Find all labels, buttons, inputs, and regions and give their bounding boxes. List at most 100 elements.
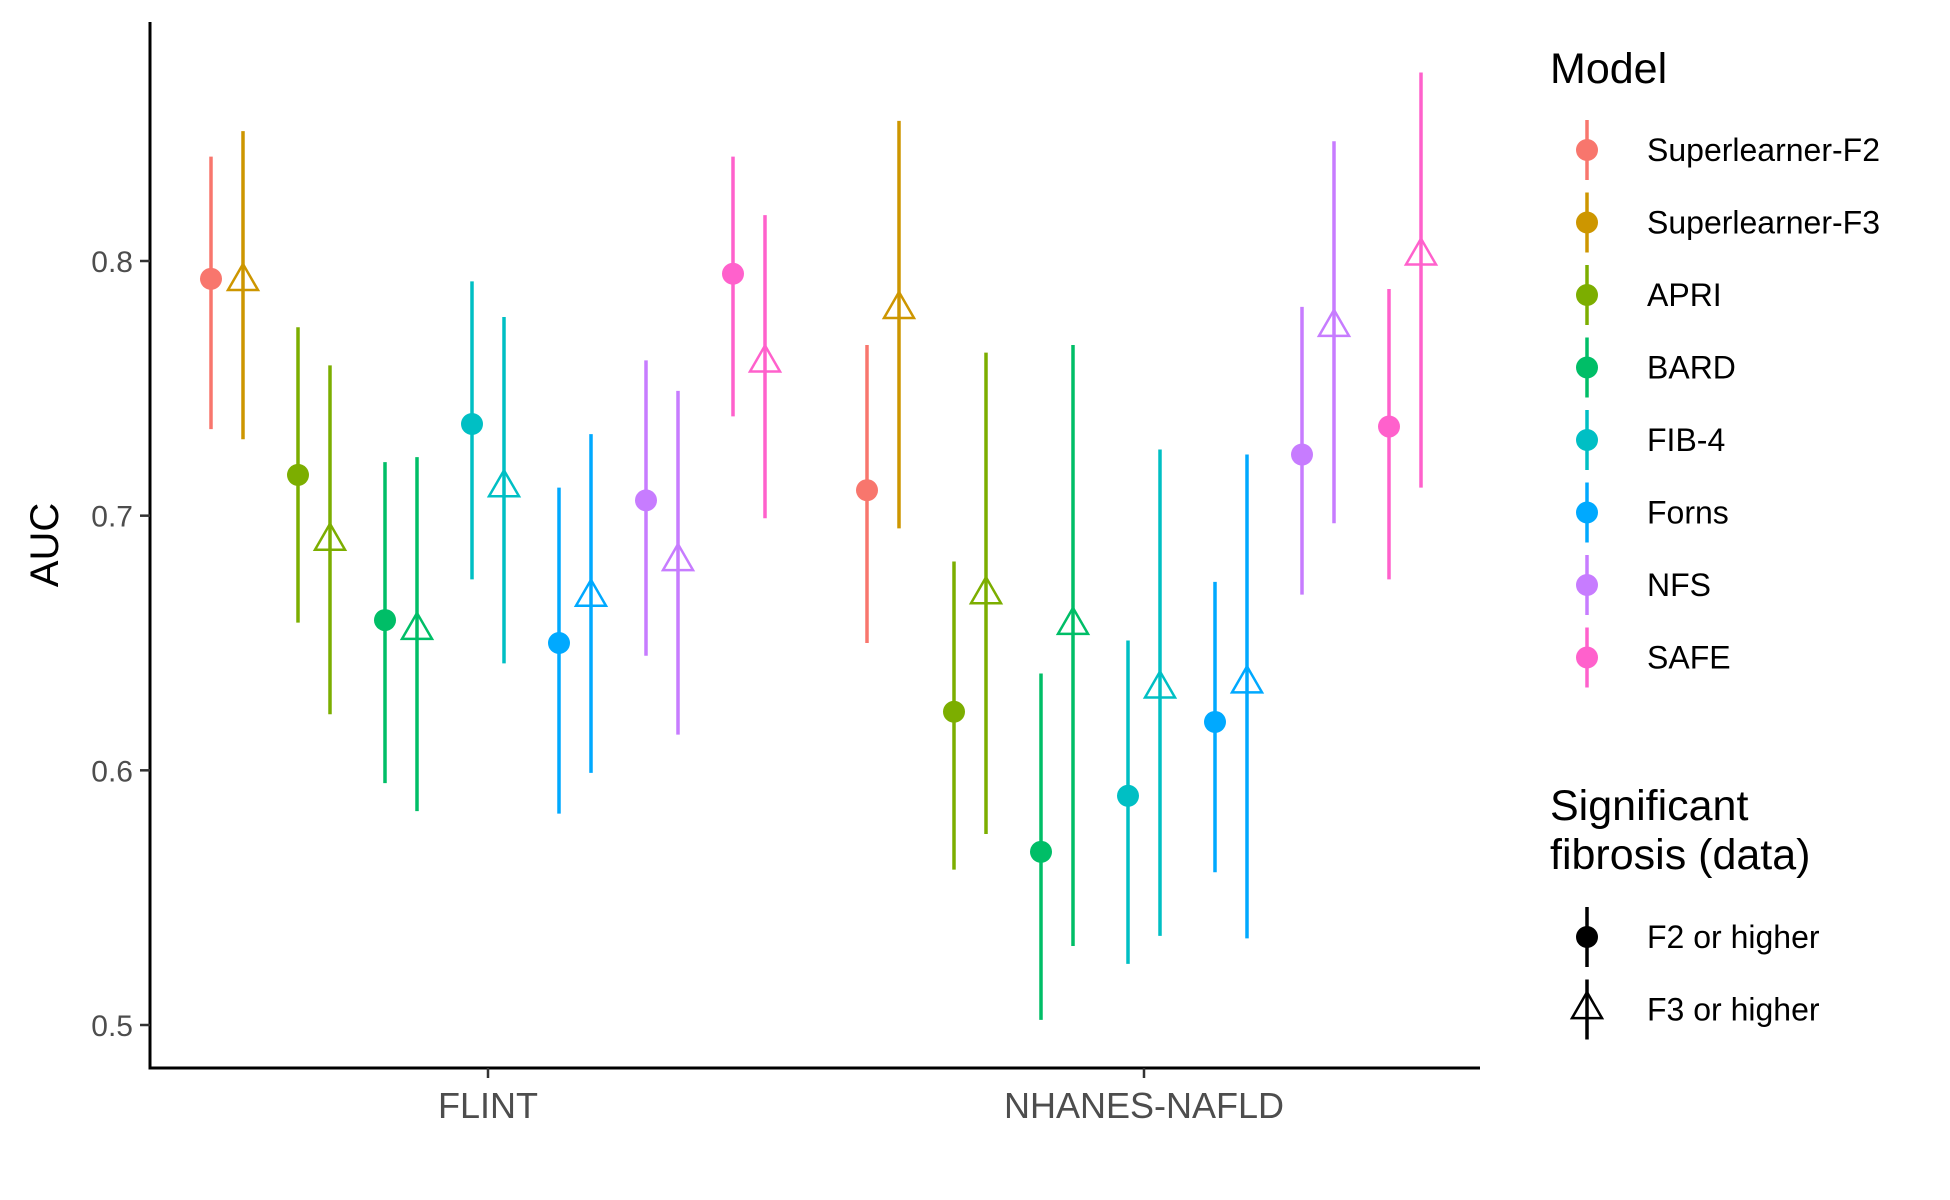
legend-label: Superlearner-F2 (1647, 132, 1880, 168)
legend-item-superlearner-f2: Superlearner-F2 (1576, 120, 1880, 180)
pointrange-superlearner-f3-f3-or-higher-flint (225, 131, 261, 440)
legend-key-point (1576, 646, 1598, 669)
legend-label: F3 or higher (1647, 992, 1820, 1028)
legend-label: Superlearner-F3 (1647, 205, 1880, 241)
legend-label: FIB-4 (1647, 422, 1725, 458)
pointrange-fib-4-f2-or-higher-flint (461, 281, 483, 580)
point-triangle (225, 261, 261, 292)
pointrange-superlearner-f2-f2-or-higher-nhanes-nafld (856, 345, 878, 643)
pointrange-forns-f3-or-higher-flint (573, 434, 609, 773)
pointrange-bard-f3-or-higher-nhanes-nafld (1055, 345, 1091, 947)
point-circle (548, 632, 570, 654)
point-circle (1030, 840, 1052, 863)
legend-model: Model Superlearner-F2 Superlearner-F3 APRI… (1550, 45, 1880, 688)
pointrange-nfs-f3-or-higher-flint (660, 390, 696, 735)
pointrange-bard-f2-or-higher-nhanes-nafld (1030, 673, 1052, 1020)
point-circle (635, 489, 657, 512)
y-tick-label: 0.5 (91, 1010, 133, 1043)
pointrange-safe-f3-or-higher-nhanes-nafld (1403, 72, 1439, 488)
y-axis-title: AUC (23, 503, 67, 587)
legend-item-superlearner-f3: Superlearner-F3 (1576, 192, 1880, 253)
pointrange-apri-f2-or-higher-nhanes-nafld (943, 561, 965, 870)
pointrange-apri-f2-or-higher-flint (287, 327, 309, 623)
point-circle (856, 479, 878, 502)
pointrange-fib-4-f3-or-higher-nhanes-nafld (1142, 449, 1178, 936)
point-triangle (1142, 669, 1178, 699)
legend-key-point (1576, 211, 1598, 234)
legend-significant-fibrosis: Significant fibrosis (data) F2 or higher… (1550, 782, 1820, 1040)
point-circle (1378, 415, 1400, 438)
point-circle (1291, 443, 1313, 466)
legend-item-bard: BARD (1576, 337, 1736, 398)
legend-key-triangle (1569, 989, 1605, 1020)
legend-key-point (1576, 139, 1598, 161)
axes: 0.5 0.6 0.7 0.8 FLINT NHANES-NAFLD AUC (23, 22, 1480, 1126)
legend-key-point (1576, 356, 1598, 379)
pointrange-nfs-f2-or-higher-nhanes-nafld (1291, 306, 1313, 595)
point-triangle (968, 574, 1004, 605)
pointrange-fib-4-f2-or-higher-nhanes-nafld (1117, 640, 1139, 964)
point-triangle (573, 577, 609, 608)
point-circle (722, 262, 744, 285)
point-circle (943, 700, 965, 723)
legend-key-circle (1576, 926, 1598, 948)
pointrange-apri-f3-or-higher-flint (312, 365, 348, 715)
pointrange-forns-f3-or-higher-nhanes-nafld (1229, 454, 1265, 939)
y-tick-label: 0.8 (91, 246, 133, 279)
y-tick-label: 0.6 (91, 755, 133, 788)
pointrange-fib-4-f3-or-higher-flint (486, 317, 522, 664)
x-tick-label-nhanes-nafld: NHANES-NAFLD (1004, 1085, 1284, 1126)
legend-label: BARD (1647, 350, 1736, 386)
pointrange-safe-f2-or-higher-nhanes-nafld (1378, 289, 1400, 580)
legend-label: Forns (1647, 495, 1729, 531)
point-triangle (1229, 663, 1265, 694)
point-triangle (1316, 307, 1352, 338)
pointrange-safe-f2-or-higher-flint (722, 156, 744, 417)
legend-label: F2 or higher (1647, 919, 1820, 955)
legend-item-apri: APRI (1576, 265, 1722, 325)
point-triangle (660, 541, 696, 572)
legend-model-title: Model (1550, 45, 1667, 93)
data-marks (200, 72, 1439, 1020)
point-circle (287, 463, 309, 486)
legend-item-forns: Forns (1576, 482, 1729, 543)
legend-item-nfs: NFS (1576, 555, 1711, 615)
point-circle (1204, 710, 1226, 733)
legend-key-point (1576, 284, 1598, 306)
pointrange-forns-f2-or-higher-nhanes-nafld (1204, 581, 1226, 873)
legend-item-f3-or-higher: F3 or higher (1569, 979, 1820, 1040)
legend-item-fib-4: FIB-4 (1576, 410, 1725, 470)
pointrange-nfs-f2-or-higher-flint (635, 360, 657, 656)
point-triangle (747, 343, 783, 373)
legend-key-point (1576, 574, 1598, 596)
legend-label: APRI (1647, 277, 1722, 313)
legend-fibrosis-title-line-2: fibrosis (data) (1550, 831, 1810, 879)
point-triangle (881, 289, 917, 320)
pointrange-apri-f3-or-higher-nhanes-nafld (968, 352, 1004, 834)
legend-key-point (1576, 429, 1598, 451)
y-ticks: 0.5 0.6 0.7 0.8 (91, 246, 150, 1043)
legend-label: SAFE (1647, 640, 1731, 676)
y-tick-label: 0.7 (91, 501, 133, 534)
point-triangle (1403, 236, 1439, 266)
pointrange-forns-f2-or-higher-flint (548, 487, 570, 814)
point-circle (461, 412, 483, 435)
point-circle (1117, 784, 1139, 807)
legend-item-safe: SAFE (1576, 627, 1731, 688)
legend-fibrosis-title-line-1: Significant (1550, 782, 1748, 830)
pointrange-nfs-f3-or-higher-nhanes-nafld (1316, 141, 1352, 524)
x-tick-label-flint: FLINT (438, 1085, 538, 1126)
x-ticks: FLINT NHANES-NAFLD (438, 1068, 1284, 1126)
legend-label: NFS (1647, 567, 1711, 603)
pointrange-bard-f2-or-higher-flint (374, 462, 396, 784)
point-triangle (486, 467, 522, 498)
pointrange-superlearner-f2-f2-or-higher-flint (200, 156, 222, 430)
point-triangle (1055, 605, 1091, 636)
point-circle (200, 267, 222, 290)
pointrange-bard-f3-or-higher-flint (399, 457, 435, 812)
legend-item-f2-or-higher: F2 or higher (1576, 907, 1820, 967)
point-triangle (399, 610, 435, 641)
point-circle (374, 609, 396, 632)
